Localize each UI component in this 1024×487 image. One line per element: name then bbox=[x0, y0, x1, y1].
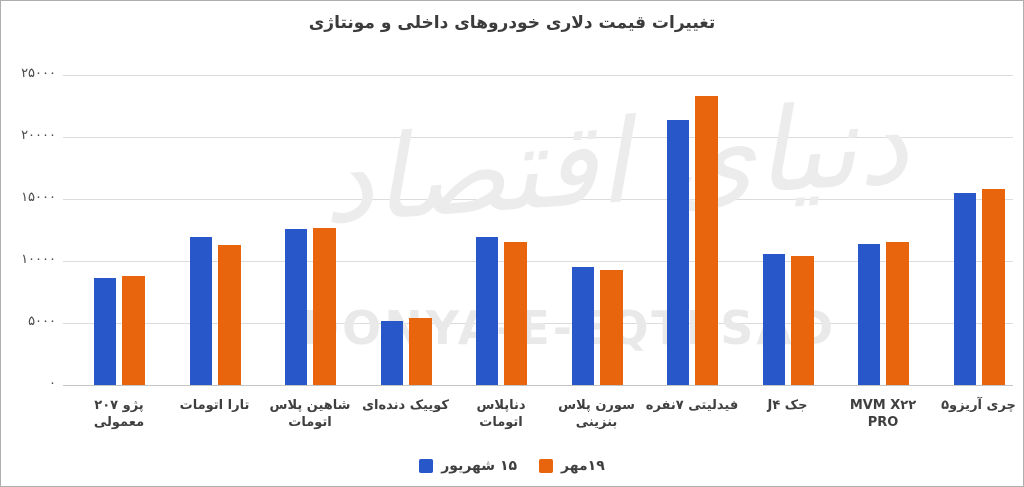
bar-blue bbox=[285, 228, 307, 385]
bar-orange bbox=[695, 96, 718, 385]
category-label-line: MVM X۲۲ bbox=[849, 398, 917, 413]
bar-blue bbox=[571, 267, 594, 385]
y-axis-tick-label: ۲۵۰۰۰ bbox=[21, 66, 56, 81]
bar-blue bbox=[953, 192, 976, 385]
gridline bbox=[63, 137, 1013, 138]
bar-orange bbox=[313, 227, 336, 385]
bar-blue bbox=[94, 278, 116, 385]
category-label-line: بنزینی bbox=[575, 415, 618, 430]
category-label: چری آریزو۵ bbox=[917, 397, 1024, 414]
category-label-line: شاهین پلاس bbox=[269, 398, 351, 413]
legend-label: ۱۹مهر bbox=[561, 458, 605, 474]
category-label-line: اتومات bbox=[288, 415, 332, 430]
y-axis-tick-label: ۱۰۰۰۰ bbox=[21, 252, 56, 267]
legend-label: ۱۵ شهریور bbox=[441, 458, 518, 474]
bar-orange bbox=[504, 242, 527, 385]
bar-blue bbox=[476, 237, 498, 385]
category-label-line: اتومات bbox=[479, 415, 523, 430]
category-label-line: معمولی bbox=[93, 415, 145, 430]
bar-orange bbox=[408, 318, 432, 385]
gridline bbox=[63, 199, 1013, 200]
bar-orange bbox=[122, 275, 145, 385]
bar-orange bbox=[599, 269, 623, 385]
category-label-line: تارا اتومات bbox=[179, 398, 250, 413]
legend-item: ۱۵ شهریور bbox=[419, 458, 517, 474]
bar-orange bbox=[981, 189, 1005, 385]
legend-item: ۱۹مهر bbox=[539, 458, 605, 474]
bar-orange bbox=[886, 242, 909, 385]
legend-swatch bbox=[419, 459, 434, 473]
category-label: دناپلاس اتومات bbox=[439, 397, 563, 431]
category-label: پژو ۲۰۷ معمولی bbox=[57, 397, 181, 431]
category-label: فیدلیتی ۷نفره bbox=[630, 397, 754, 414]
y-axis-tick-label: ۲۰۰۰۰ bbox=[21, 128, 56, 143]
category-label: کوییک دنده‌ای bbox=[344, 397, 468, 414]
gridline bbox=[63, 75, 1013, 76]
category-label-line: سورن پلاس bbox=[558, 398, 635, 413]
category-label-line: کوییک دنده‌ای bbox=[362, 398, 449, 413]
gridline bbox=[63, 261, 1013, 262]
category-label-line: جک J۴ bbox=[767, 398, 808, 413]
legend: ۱۵ شهریور ۱۹مهر bbox=[1, 458, 1023, 474]
x-axis-line bbox=[63, 385, 1013, 386]
category-label-line: PRO bbox=[867, 415, 899, 430]
category-label-line: چری آریزو۵ bbox=[941, 398, 1016, 413]
bar-blue bbox=[858, 243, 880, 385]
bar-blue bbox=[380, 320, 403, 385]
category-label-line: فیدلیتی ۷نفره bbox=[645, 398, 739, 413]
y-axis-tick-label: ۱۵۰۰۰ bbox=[21, 190, 56, 205]
category-label: سورن پلاس بنزینی bbox=[535, 397, 659, 431]
chart-title: تغییرات قیمت دلاری خودروهای داخلی و مونت… bbox=[308, 13, 716, 33]
category-label-line: دناپلاس bbox=[476, 398, 526, 413]
category-label: MVM X۲۲ PRO bbox=[821, 397, 945, 431]
y-axis-tick-label: ۵۰۰۰ bbox=[28, 314, 56, 329]
y-axis-tick-label: ۰ bbox=[49, 376, 56, 391]
category-label-line: پژو ۲۰۷ bbox=[94, 398, 144, 413]
bar-blue bbox=[667, 119, 689, 385]
category-label: جک J۴ bbox=[726, 397, 850, 414]
legend-swatch bbox=[539, 459, 554, 473]
category-label: تارا اتومات bbox=[153, 397, 277, 414]
bar-orange bbox=[790, 256, 814, 385]
bar-blue bbox=[762, 253, 785, 385]
persian-watermark: دنیای اقتصاد bbox=[317, 75, 913, 251]
bar-orange bbox=[217, 244, 241, 385]
gridline bbox=[63, 323, 1013, 324]
bar-blue bbox=[189, 237, 212, 385]
category-label: شاهین پلاس اتومات bbox=[248, 397, 372, 431]
